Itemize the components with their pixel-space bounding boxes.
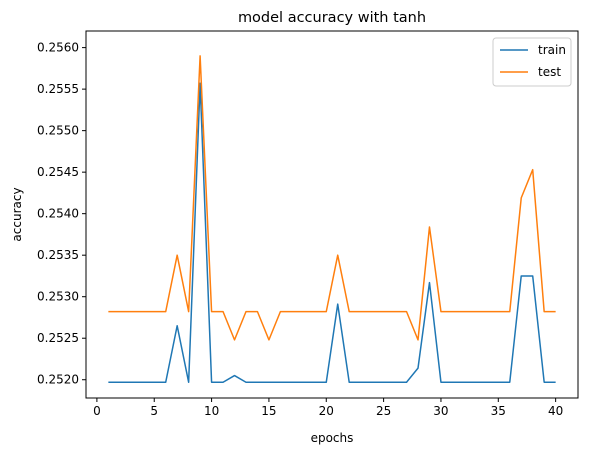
- x-axis-ticks: 0 5 10 15 20 25 30 35 40: [93, 398, 563, 418]
- x-tick-label: 25: [376, 404, 391, 418]
- series-line-train: [108, 82, 556, 383]
- y-tick-label: 0.2540: [37, 207, 79, 221]
- y-tick-label: 0.2550: [37, 124, 79, 138]
- x-axis-label: epochs: [311, 431, 354, 445]
- y-tick-label: 0.2525: [37, 331, 79, 345]
- axes-frame: [85, 30, 579, 399]
- y-tick-label: 0.2530: [37, 290, 79, 304]
- y-tick-label: 0.2555: [37, 82, 79, 96]
- y-tick-label: 0.2545: [37, 165, 79, 179]
- y-tick-label: 0.2560: [37, 41, 79, 55]
- x-tick-label: 40: [548, 404, 563, 418]
- x-tick-label: 30: [433, 404, 448, 418]
- legend-label-train: train: [538, 43, 566, 57]
- series-line-test: [108, 55, 556, 341]
- x-tick-label: 5: [150, 404, 158, 418]
- plot-area: [85, 30, 579, 399]
- x-tick-label: 20: [319, 404, 334, 418]
- chart-title: model accuracy with tanh: [238, 10, 426, 26]
- x-tick-label: 10: [204, 404, 219, 418]
- x-tick-label: 0: [93, 404, 101, 418]
- x-tick-label: 15: [261, 404, 276, 418]
- legend-label-test: test: [538, 65, 561, 79]
- y-tick-label: 0.2520: [37, 373, 79, 387]
- y-tick-label: 0.2535: [37, 248, 79, 262]
- x-tick-label: 35: [491, 404, 506, 418]
- y-axis-label: accuracy: [10, 187, 24, 241]
- y-axis-ticks: 0.2520 0.2525 0.2530 0.2535 0.2540 0.2545 0.25…: [37, 41, 86, 387]
- legend: train test: [492, 37, 572, 87]
- series-layer: [108, 55, 556, 383]
